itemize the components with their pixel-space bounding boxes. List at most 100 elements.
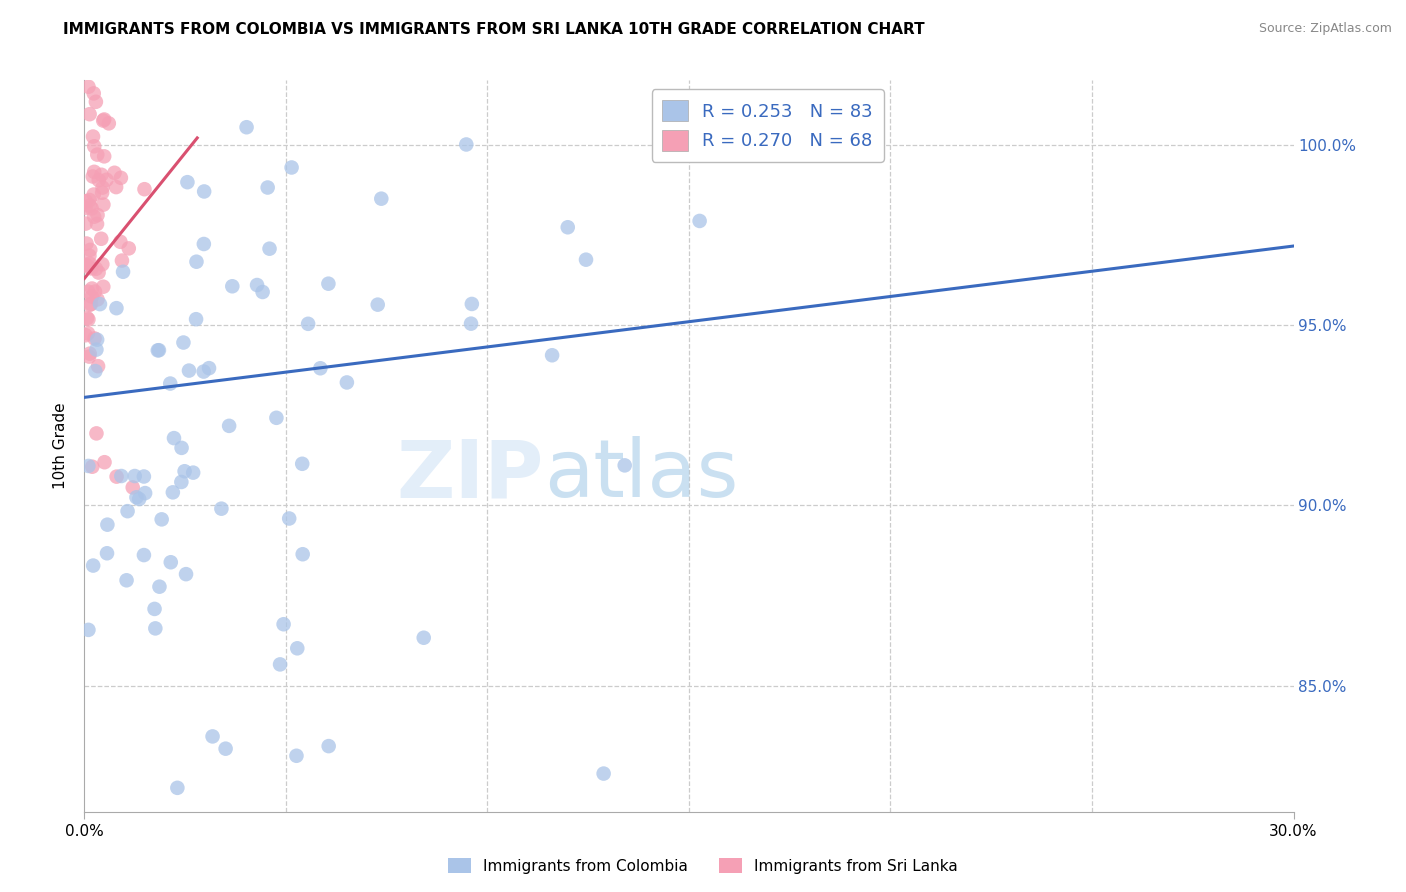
Point xyxy=(76,236,98,251)
Point xyxy=(105,301,128,315)
Point xyxy=(163,431,186,445)
Point xyxy=(162,485,184,500)
Point xyxy=(80,290,103,304)
Point xyxy=(170,441,193,455)
Point xyxy=(110,235,132,249)
Text: atlas: atlas xyxy=(544,436,738,515)
Point xyxy=(336,376,359,390)
Point xyxy=(124,469,146,483)
Point xyxy=(91,279,114,293)
Point xyxy=(86,217,108,231)
Point xyxy=(689,214,711,228)
Point xyxy=(83,187,105,202)
Point xyxy=(77,79,100,94)
Point xyxy=(103,166,125,180)
Point xyxy=(125,491,148,505)
Point xyxy=(148,580,170,594)
Point xyxy=(117,504,139,518)
Point xyxy=(91,180,114,194)
Text: IMMIGRANTS FROM COLOMBIA VS IMMIGRANTS FROM SRI LANKA 10TH GRADE CORRELATION CHA: IMMIGRANTS FROM COLOMBIA VS IMMIGRANTS F… xyxy=(63,22,925,37)
Point xyxy=(575,252,598,267)
Point xyxy=(118,241,141,255)
Point xyxy=(214,741,236,756)
Point xyxy=(166,780,188,795)
Point xyxy=(83,165,105,179)
Point xyxy=(297,317,319,331)
Point xyxy=(461,297,484,311)
Point xyxy=(82,459,104,474)
Point xyxy=(291,457,314,471)
Point xyxy=(86,343,108,357)
Point xyxy=(285,641,308,656)
Point xyxy=(252,285,274,299)
Point xyxy=(80,261,103,276)
Point xyxy=(172,335,194,350)
Point xyxy=(77,458,100,473)
Point xyxy=(557,220,579,235)
Point xyxy=(79,193,101,207)
Point xyxy=(460,317,482,331)
Point xyxy=(86,293,108,307)
Point xyxy=(309,361,332,376)
Point xyxy=(86,426,108,441)
Point xyxy=(90,232,112,246)
Point xyxy=(79,249,101,263)
Point xyxy=(84,261,107,276)
Point xyxy=(148,343,170,358)
Point xyxy=(83,139,105,153)
Point xyxy=(79,346,101,360)
Point xyxy=(273,617,295,632)
Point xyxy=(291,547,314,561)
Point xyxy=(76,311,98,326)
Point xyxy=(110,469,132,483)
Point xyxy=(218,418,240,433)
Point xyxy=(112,265,135,279)
Point xyxy=(256,180,278,194)
Point xyxy=(82,169,104,184)
Point xyxy=(77,285,100,299)
Point xyxy=(91,113,114,128)
Point xyxy=(83,87,105,101)
Point xyxy=(86,208,108,222)
Point xyxy=(96,517,118,532)
Point xyxy=(75,201,97,215)
Legend: R = 0.253   N = 83, R = 0.270   N = 68: R = 0.253 N = 83, R = 0.270 N = 68 xyxy=(651,89,883,161)
Point xyxy=(77,350,100,364)
Point xyxy=(269,657,291,672)
Point xyxy=(367,298,389,312)
Point xyxy=(193,185,215,199)
Point xyxy=(110,170,132,185)
Point xyxy=(93,455,115,469)
Point xyxy=(132,469,155,483)
Point xyxy=(173,464,195,478)
Point xyxy=(83,210,105,224)
Point xyxy=(86,333,108,347)
Point xyxy=(221,279,243,293)
Point xyxy=(80,281,103,295)
Point xyxy=(75,328,97,343)
Point xyxy=(246,278,269,293)
Point xyxy=(77,623,100,637)
Point xyxy=(97,116,120,130)
Point xyxy=(186,254,208,268)
Point xyxy=(132,548,155,562)
Point xyxy=(84,364,107,378)
Point xyxy=(82,558,104,573)
Point xyxy=(285,748,308,763)
Point xyxy=(318,277,340,291)
Point xyxy=(87,266,110,280)
Point xyxy=(75,258,97,272)
Point xyxy=(79,243,101,257)
Point xyxy=(174,567,197,582)
Point xyxy=(150,512,173,526)
Point xyxy=(201,730,224,744)
Point xyxy=(79,198,101,212)
Point xyxy=(176,175,198,189)
Point xyxy=(134,486,156,500)
Point xyxy=(209,501,232,516)
Point xyxy=(193,237,215,252)
Point xyxy=(143,602,166,616)
Legend: Immigrants from Colombia, Immigrants from Sri Lanka: Immigrants from Colombia, Immigrants fro… xyxy=(441,852,965,880)
Point xyxy=(105,469,128,483)
Point xyxy=(96,546,118,560)
